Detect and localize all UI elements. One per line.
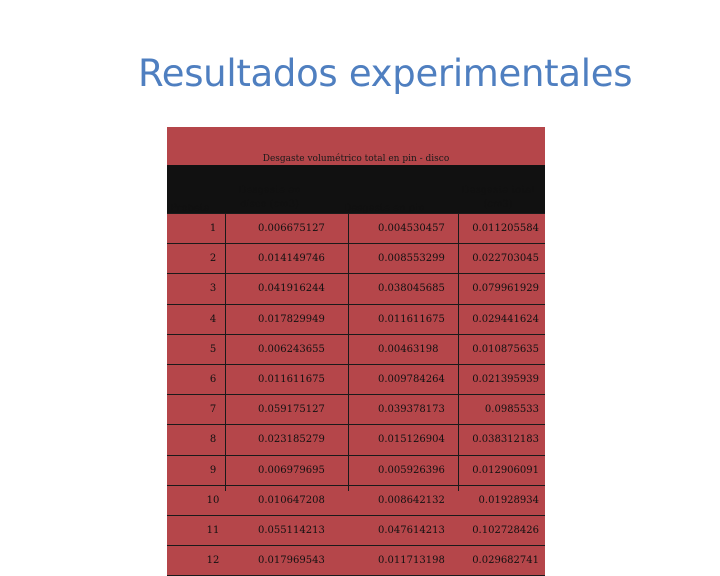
cell-desgaste-pin: 0.011713198 [378,555,445,567]
cell-probeta: 4 [209,313,217,325]
header-desgaste-disco: Desgaste en disco (cm3) [238,185,301,210]
header-probeta: Probeta [170,203,210,214]
cell-desgaste-total: 0.0985533 [484,404,539,416]
column-divider [225,213,226,491]
column-divider [458,213,459,491]
table-row: 6 0.011611675 0.009784264 0.021395939 [167,363,545,395]
cell-desgaste-disco: 0.017969543 [258,555,325,567]
cell-probeta: 1 [209,223,217,234]
table-row: 3 0.041916244 0.038045685 0.079961929 [167,273,545,304]
caption-band [167,127,545,165]
table-row: 12 0.017969543 0.011713198 0.029682741 [167,545,545,576]
cell-desgaste-pin: 0.039378173 [378,404,445,416]
table-row: 9 0.006979695 0.005926396 0.012906091 [167,454,545,485]
cell-desgaste-total: 0.022703045 [472,253,539,265]
cell-desgaste-pin: 0.015126904 [378,434,445,446]
cell-desgaste-pin: 0.038045685 [378,283,445,295]
cell-desgaste-total: 0.01928934 [478,494,539,506]
cell-probeta: 6 [209,373,217,385]
table-row: 7 0.059175127 0.039378173 0.0985533 [167,394,545,425]
cell-desgaste-total: 0.079961929 [472,283,539,295]
cell-desgaste-pin: 0.005926396 [378,464,445,476]
cell-desgaste-total: 0.021395939 [472,373,539,385]
table-row: 2 0.014149746 0.008553299 0.022703045 [167,243,545,274]
cell-desgaste-disco: 0.059175127 [258,404,325,416]
cell-desgaste-disco: 0.010647208 [258,494,325,506]
cell-desgaste-disco: 0.011611675 [258,373,325,385]
cell-desgaste-pin: 0.047614213 [378,524,445,536]
cell-probeta: 5 [209,343,217,355]
cell-desgaste-disco: 0.017829949 [258,313,325,325]
cell-desgaste-disco: 0.006979695 [258,464,325,476]
cell-desgaste-pin: 0.008642132 [378,494,445,506]
cell-desgaste-total: 0.029682741 [472,555,539,567]
table-row: 11 0.055114213 0.047614213 0.102728426 [167,514,545,546]
cell-desgaste-disco: 0.014149746 [258,253,325,265]
wear-table: Desgaste volumétrico total en pin - disc… [167,127,545,576]
table-row: 8 0.023185279 0.015126904 0.038312183 [167,424,545,455]
slide-title: Resultados experimentales [138,52,633,95]
cell-desgaste-disco: 0.006675127 [258,223,325,234]
cell-desgaste-pin: 0.00463198 [378,343,439,355]
cell-desgaste-total: 0.010875635 [472,343,539,355]
cell-probeta: 7 [209,404,217,416]
cell-probeta: 11 [206,524,220,536]
table-caption: Desgaste volumétrico total en pin - disc… [262,154,450,164]
table-row: 10 0.010647208 0.008642132 0.01928934 [167,484,545,515]
cell-desgaste-disco: 0.055114213 [258,524,325,536]
cell-desgaste-pin: 0.004530457 [378,223,445,234]
cell-probeta: 10 [206,494,220,506]
table-row: 5 0.006243655 0.00463198 0.010875635 [167,333,545,364]
cell-desgaste-pin: 0.009784264 [378,373,445,385]
cell-desgaste-disco: 0.041916244 [258,283,325,295]
cell-desgaste-total: 0.102728426 [472,524,539,536]
cell-probeta: 8 [209,434,217,446]
cell-desgaste-disco: 0.006243655 [258,343,325,355]
header-desgaste-total: Desgaste total (cm3) [461,185,535,210]
cell-desgaste-total: 0.011205584 [472,223,539,234]
table-body: 1 0.006675127 0.004530457 0.011205584 2 0.014… [167,213,545,576]
cell-desgaste-disco: 0.023185279 [258,434,325,446]
cell-probeta: 3 [209,283,217,295]
cell-probeta: 12 [206,555,220,567]
cell-desgaste-pin: 0.008553299 [378,253,445,265]
cell-desgaste-total: 0.038312183 [472,434,539,446]
cell-probeta: 9 [209,464,217,476]
cell-probeta: 2 [209,253,217,265]
column-divider [348,213,349,491]
table-row: 4 0.017829949 0.011611675 0.029441624 [167,303,545,334]
cell-desgaste-total: 0.029441624 [472,313,539,325]
table-row: 1 0.006675127 0.004530457 0.011205584 [167,213,545,244]
cell-desgaste-pin: 0.011611675 [378,313,445,325]
cell-desgaste-total: 0.012906091 [472,464,539,476]
